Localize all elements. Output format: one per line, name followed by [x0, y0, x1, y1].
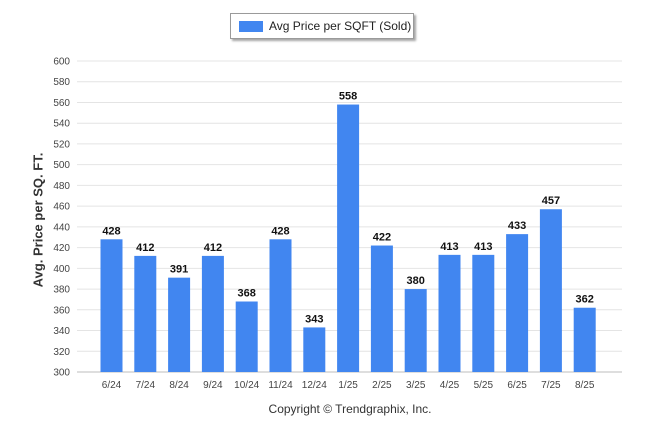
- bar: [235, 301, 258, 372]
- bar: [539, 209, 562, 372]
- y-tick-label: 460: [53, 202, 70, 213]
- bar: [269, 239, 292, 372]
- bar-value-label: 391: [170, 264, 188, 276]
- bar: [134, 255, 157, 372]
- bar: [168, 277, 191, 372]
- x-tick-label: 12/24: [302, 380, 327, 391]
- bar-value-label: 433: [508, 220, 526, 232]
- y-tick-label: 360: [53, 305, 70, 316]
- x-tick-label: 6/25: [507, 380, 527, 391]
- y-tick-label: 440: [53, 222, 70, 233]
- bar-value-label: 412: [136, 242, 154, 254]
- bar-value-label: 413: [474, 241, 492, 253]
- bar-value-label: 422: [373, 232, 391, 244]
- bar-value-label: 428: [271, 225, 289, 237]
- bar-value-label: 412: [204, 242, 222, 254]
- y-tick-label: 400: [53, 264, 70, 275]
- y-tick-label: 600: [53, 57, 70, 68]
- x-tick-label: 8/25: [575, 380, 595, 391]
- legend-label: Avg Price per SQFT (Sold): [269, 19, 412, 33]
- bar: [573, 307, 596, 372]
- bar-value-label: 380: [407, 275, 425, 287]
- legend: Avg Price per SQFT (Sold): [230, 13, 414, 39]
- x-tick-label: 2/25: [372, 380, 392, 391]
- x-tick-label: 7/24: [136, 380, 156, 391]
- x-axis-ticks: 6/24 7/24 8/24 9/24 10/24 11/24 12/24 1/25 2/25 3…: [102, 380, 595, 391]
- bar: [337, 104, 360, 372]
- x-tick-label: 7/25: [541, 380, 561, 391]
- y-tick-label: 420: [53, 243, 70, 254]
- bar: [201, 255, 224, 372]
- y-axis-ticks: 300 320 340 360 380 400 420 440 460 480 500 520 540 5…: [53, 57, 70, 379]
- y-tick-label: 500: [53, 160, 70, 171]
- x-tick-label: 11/24: [268, 380, 293, 391]
- bar-value-label: 428: [102, 225, 120, 237]
- bar-value-label: 362: [576, 294, 594, 306]
- y-axis-title: Avg. Price per SQ. FT.: [30, 152, 46, 288]
- x-tick-label: 10/24: [234, 380, 259, 391]
- bar: [506, 234, 529, 372]
- y-tick-label: 300: [53, 368, 70, 379]
- y-tick-label: 320: [53, 347, 70, 358]
- x-tick-label: 1/25: [338, 380, 358, 391]
- bar: [370, 245, 393, 372]
- y-tick-label: 540: [53, 119, 70, 130]
- bar-value-label: 457: [542, 195, 560, 207]
- bar-value-label: 558: [339, 91, 357, 103]
- bar: [438, 254, 461, 372]
- x-tick-label: 3/25: [406, 380, 426, 391]
- data-labels: 428 412 391 412 368 428 343 558 422 380 413 413 433 4…: [102, 91, 594, 326]
- y-tick-label: 520: [53, 139, 70, 150]
- bar-value-label: 343: [305, 313, 323, 325]
- x-tick-label: 9/24: [203, 380, 223, 391]
- bar: [100, 239, 123, 372]
- x-tick-label: 4/25: [440, 380, 460, 391]
- bar-value-label: 413: [440, 241, 458, 253]
- bar: [303, 327, 326, 372]
- copyright-text: Copyright © Trendgraphix, Inc.: [268, 402, 432, 416]
- bar: [404, 289, 427, 372]
- y-tick-label: 580: [53, 77, 70, 88]
- x-tick-label: 8/24: [169, 380, 189, 391]
- y-tick-label: 340: [53, 326, 70, 337]
- y-tick-label: 560: [53, 98, 70, 109]
- legend-swatch: [239, 21, 263, 32]
- bar: [472, 254, 495, 372]
- y-tick-label: 480: [53, 181, 70, 192]
- bars: [100, 104, 596, 372]
- y-tick-label: 380: [53, 285, 70, 296]
- x-tick-label: 6/24: [102, 380, 122, 391]
- bar-value-label: 368: [238, 288, 256, 300]
- x-tick-label: 5/25: [474, 380, 494, 391]
